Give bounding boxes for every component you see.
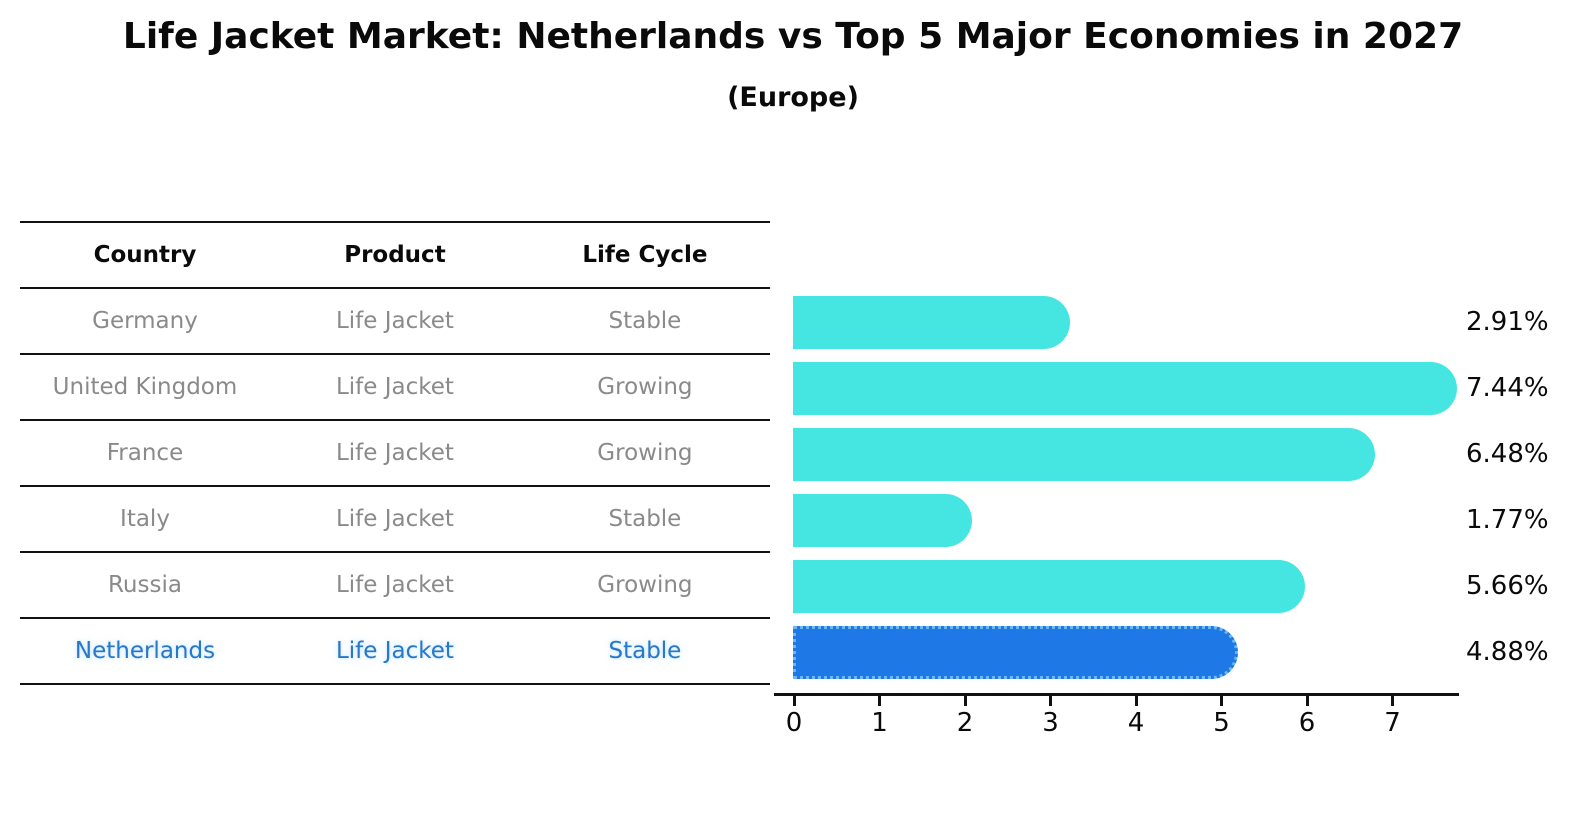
table-row-italy: Italy Life Jacket Stable xyxy=(20,487,770,553)
column-header-country: Country xyxy=(93,242,197,268)
x-tick-label-2: 2 xyxy=(956,708,974,738)
cell-life-cycle: Stable xyxy=(608,638,682,664)
x-tick-label-4: 4 xyxy=(1127,708,1145,738)
table-row-germany: Germany Life Jacket Stable xyxy=(20,289,770,355)
cell-product: Life Jacket xyxy=(335,638,454,664)
table-row-netherlands: Netherlands Life Jacket Stable xyxy=(20,619,770,685)
bar-italy xyxy=(793,493,973,547)
column-header-life-cycle: Life Cycle xyxy=(582,242,708,268)
x-tick-label-6: 6 xyxy=(1298,708,1316,738)
table-body: Germany Life Jacket Stable United Kingdom Li… xyxy=(20,289,770,685)
cell-country: Italy xyxy=(120,506,170,532)
value-label-germany: 2.91% xyxy=(1466,307,1549,337)
chart-subtitle: (Europe) xyxy=(727,82,859,113)
cell-life-cycle: Growing xyxy=(597,572,693,598)
x-tick-mark-2 xyxy=(963,696,967,706)
x-tick-label-5: 5 xyxy=(1213,708,1230,738)
cell-life-cycle: Stable xyxy=(608,506,682,532)
x-tick-mark-3 xyxy=(1049,696,1052,706)
cell-life-cycle: Stable xyxy=(608,308,682,334)
x-tick-label-3: 3 xyxy=(1042,708,1059,738)
x-tick-label-0: 0 xyxy=(785,708,803,738)
bar-netherlands xyxy=(793,625,1239,679)
x-tick-mark-6 xyxy=(1305,696,1309,706)
chart-title: Life Jacket Market: Netherlands vs Top 5… xyxy=(122,16,1464,57)
value-label-italy: 1.77% xyxy=(1466,505,1549,535)
cell-product: Life Jacket xyxy=(335,440,454,466)
cell-product: Life Jacket xyxy=(335,506,454,532)
cell-country: France xyxy=(106,440,184,466)
cell-product: Life Jacket xyxy=(335,374,454,400)
x-tick-mark-5 xyxy=(1220,696,1223,706)
cell-country: United Kingdom xyxy=(52,374,238,400)
value-label-russia: 5.66% xyxy=(1466,571,1549,601)
bar-germany xyxy=(793,295,1070,349)
country-table: Country Product Life Cycle Germany Life J… xyxy=(20,221,770,685)
table-row-united-kingdom: United Kingdom Life Jacket Growing xyxy=(20,355,770,421)
bar-russia xyxy=(793,559,1305,613)
cell-country: Germany xyxy=(92,308,198,334)
x-tick-mark-1 xyxy=(878,696,881,706)
cell-country: Netherlands xyxy=(74,638,216,664)
column-header-product: Product xyxy=(344,242,446,268)
table-row-russia: Russia Life Jacket Growing xyxy=(20,553,770,619)
value-label-united-kingdom: 7.44% xyxy=(1466,373,1549,403)
x-axis-line xyxy=(774,693,1459,696)
value-label-netherlands: 4.88% xyxy=(1466,637,1549,667)
cell-life-cycle: Growing xyxy=(597,440,693,466)
bar-united-kingdom xyxy=(793,361,1458,415)
x-tick-mark-4 xyxy=(1134,696,1138,706)
table-row-france: France Life Jacket Growing xyxy=(20,421,770,487)
x-tick-label-7: 7 xyxy=(1384,708,1401,738)
x-tick-mark-7 xyxy=(1391,696,1394,706)
cell-product: Life Jacket xyxy=(335,308,454,334)
bar-france xyxy=(793,427,1376,481)
cell-product: Life Jacket xyxy=(335,572,454,598)
cell-life-cycle: Growing xyxy=(597,374,693,400)
x-tick-mark-0 xyxy=(792,696,796,706)
table-header-row: Country Product Life Cycle xyxy=(20,223,770,289)
cell-country: Russia xyxy=(107,572,182,598)
x-tick-label-1: 1 xyxy=(871,708,888,738)
value-label-france: 6.48% xyxy=(1466,439,1549,469)
